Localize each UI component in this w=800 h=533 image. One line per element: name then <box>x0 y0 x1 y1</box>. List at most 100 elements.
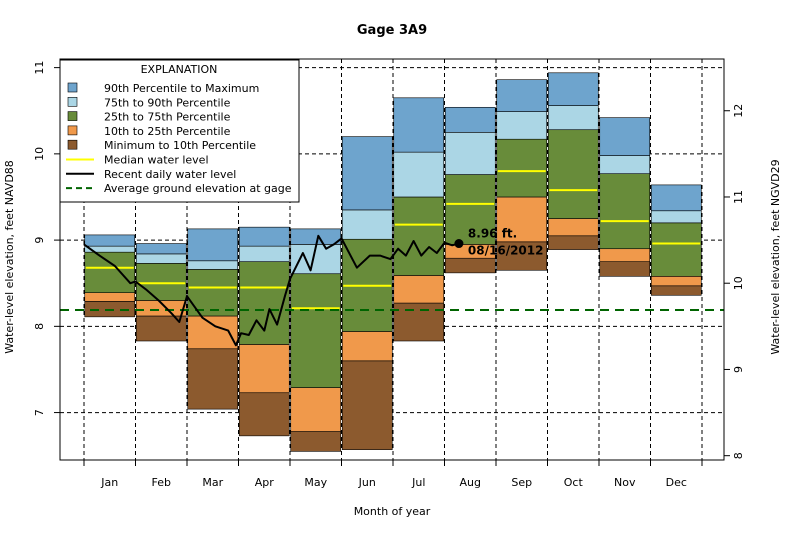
band-p75-to-p90 <box>341 209 393 240</box>
x-tick-label: Jan <box>100 476 118 489</box>
band-min-to-p10 <box>496 241 548 271</box>
month-bar <box>496 79 548 271</box>
plot-frame <box>59 58 725 461</box>
legend: EXPLANATION 90th Percentile to Maximum75t… <box>59 59 300 203</box>
y-tick-label: 8 <box>33 323 46 330</box>
median-lines <box>85 170 701 310</box>
x-axis-label: Month of year <box>354 505 431 518</box>
legend-label: 90th Percentile to Maximum <box>104 82 259 95</box>
band-p75-to-p90 <box>135 253 187 264</box>
current-value-marker: 8.96 ft. 08/16/2012 <box>454 227 543 258</box>
band-p75-to-p90 <box>496 111 548 140</box>
y2-tick-label: 10 <box>732 276 745 290</box>
legend-item: 10th to 25th Percentile <box>67 125 231 138</box>
legend-label: 10th to 25th Percentile <box>104 125 231 138</box>
band-p25-to-p75 <box>290 273 342 388</box>
band-min-to-p10 <box>238 392 290 437</box>
band-min-to-p10 <box>599 261 651 277</box>
y-tick-label: 7 <box>33 409 46 416</box>
x-tick-label: Oct <box>564 476 584 489</box>
month-bar <box>444 106 496 274</box>
x-tick-label: Nov <box>614 476 636 489</box>
band-p10-to-p25 <box>238 344 290 394</box>
band-p75-to-p90 <box>650 210 702 224</box>
month-bar <box>187 228 239 410</box>
x-tick-label: Dec <box>666 476 687 489</box>
band-p75-to-p90 <box>238 245 290 262</box>
legend-item: 25th to 75th Percentile <box>67 111 231 124</box>
legend-label: 25th to 75th Percentile <box>104 111 231 124</box>
band-p90-to-max <box>444 106 496 133</box>
axes: 7 8 9 10 11 8 9 10 11 12 Jan Feb Mar Apr May Jun Jul Aug S… <box>33 58 745 489</box>
legend-swatch <box>67 97 78 107</box>
legend-item: Median water level <box>66 154 209 167</box>
band-min-to-p10 <box>393 302 445 342</box>
percentile-bands <box>84 72 702 452</box>
band-p25-to-p75 <box>547 129 599 219</box>
y-axis-label: Water-level elevation, feet NAVD88 <box>3 160 16 354</box>
band-p10-to-p25 <box>393 275 445 304</box>
y-tick-label: 10 <box>33 147 46 161</box>
x-tick-label: May <box>304 476 327 489</box>
band-p25-to-p75 <box>444 174 496 245</box>
band-p25-to-p75 <box>650 222 702 277</box>
x-tick-label: Feb <box>152 476 171 489</box>
y2-tick-label: 12 <box>732 104 745 118</box>
month-bar <box>84 234 136 318</box>
legend-swatch <box>67 82 78 93</box>
legend-swatch <box>67 139 78 150</box>
month-bar <box>599 117 651 277</box>
x-tick-label: Mar <box>202 476 223 489</box>
band-p10-to-p25 <box>341 331 393 362</box>
band-p75-to-p90 <box>599 155 651 174</box>
y-tick-label: 11 <box>33 61 46 75</box>
recent-level-line <box>83 234 460 347</box>
band-p90-to-max <box>341 136 393 211</box>
band-p90-to-max <box>547 72 599 106</box>
band-p90-to-max <box>238 226 290 247</box>
band-p90-to-max <box>650 184 702 212</box>
band-p10-to-p25 <box>599 248 651 262</box>
legend-label: Median water level <box>104 154 209 167</box>
x-tick-label: Jun <box>358 476 376 489</box>
y-tick-label: 9 <box>33 237 46 244</box>
legend-item: 75th to 90th Percentile <box>67 96 231 109</box>
band-p25-to-p75 <box>393 196 445 276</box>
legend-item: Recent daily water level <box>66 168 236 181</box>
band-p10-to-p25 <box>547 218 599 237</box>
band-p25-to-p75 <box>135 263 187 301</box>
band-p75-to-p90 <box>547 105 599 131</box>
legend-title: EXPLANATION <box>141 63 218 76</box>
band-p10-to-p25 <box>650 276 702 287</box>
band-min-to-p10 <box>547 235 599 250</box>
band-min-to-p10 <box>135 315 187 342</box>
band-p25-to-p75 <box>599 173 651 250</box>
band-p90-to-max <box>393 97 445 153</box>
legend-label: 75th to 90th Percentile <box>104 96 231 109</box>
y2-axis-label: Water-level elevation, feet NGVD29 <box>769 159 782 354</box>
band-p90-to-max <box>135 243 187 255</box>
month-bar <box>341 136 393 450</box>
x-tick-label: Aug <box>460 476 481 489</box>
band-p25-to-p75 <box>84 251 136 294</box>
band-p90-to-max <box>187 228 239 262</box>
band-p25-to-p75 <box>238 261 290 345</box>
recent-water-level <box>83 234 460 347</box>
band-min-to-p10 <box>650 285 702 296</box>
band-min-to-p10 <box>444 257 496 274</box>
band-p75-to-p90 <box>444 132 496 175</box>
band-min-to-p10 <box>187 348 239 410</box>
chart-title: Gage 3A9 <box>357 23 427 38</box>
month-bar <box>547 72 599 250</box>
band-p10-to-p25 <box>84 292 136 302</box>
band-p75-to-p90 <box>393 151 445 198</box>
month-bar <box>135 243 187 342</box>
legend-box <box>59 59 300 203</box>
legend-item: Average ground elevation at gage <box>66 182 292 195</box>
legend-swatch <box>67 111 78 121</box>
y2-tick-label: 11 <box>732 190 745 204</box>
legend-label: Average ground elevation at gage <box>104 182 292 195</box>
x-tick-label: Jul <box>411 476 425 489</box>
band-p25-to-p75 <box>496 138 548 198</box>
month-bar <box>238 226 290 437</box>
